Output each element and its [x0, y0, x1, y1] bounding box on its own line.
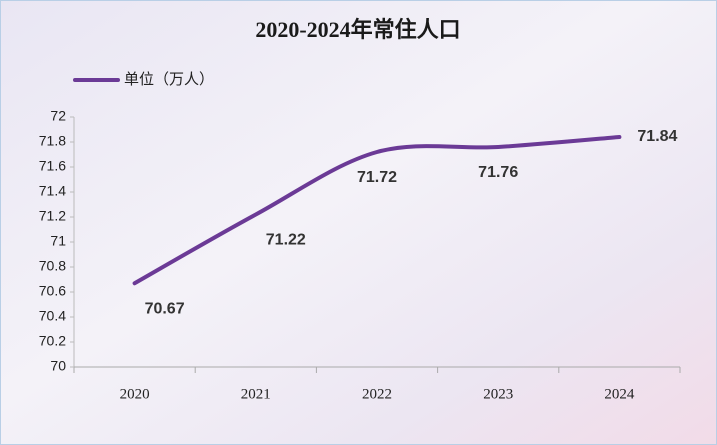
y-tick-label: 71.4	[39, 183, 66, 199]
value-label: 70.67	[145, 300, 185, 317]
y-tick-label: 71.6	[39, 158, 66, 174]
y-tick-label: 70.4	[39, 308, 66, 324]
value-label: 71.72	[357, 169, 397, 186]
y-tick-label: 71.2	[39, 208, 66, 224]
x-tick-label: 2024	[604, 386, 635, 402]
y-tick-label: 72	[50, 108, 66, 124]
x-tick-label: 2021	[241, 386, 271, 402]
value-label: 71.84	[637, 128, 677, 145]
legend-label: 单位（万人）	[124, 71, 214, 88]
y-tick-label: 71.8	[39, 133, 66, 149]
line	[132, 135, 622, 286]
y-tick-label: 70	[50, 358, 66, 374]
y-tick-label: 70.6	[39, 283, 66, 299]
y-tick-label: 70.8	[39, 258, 66, 274]
x-tick-label: 2023	[483, 386, 513, 402]
x-tick-label: 2020	[120, 386, 150, 402]
y-tick-label: 70.2	[39, 333, 66, 349]
x-tick-label: 2022	[362, 386, 392, 402]
chart-title: 2020-2024年常住人口	[255, 17, 460, 42]
value-label: 71.76	[478, 164, 518, 181]
value-label: 71.22	[266, 232, 306, 249]
y-tick-label: 71	[50, 233, 66, 249]
